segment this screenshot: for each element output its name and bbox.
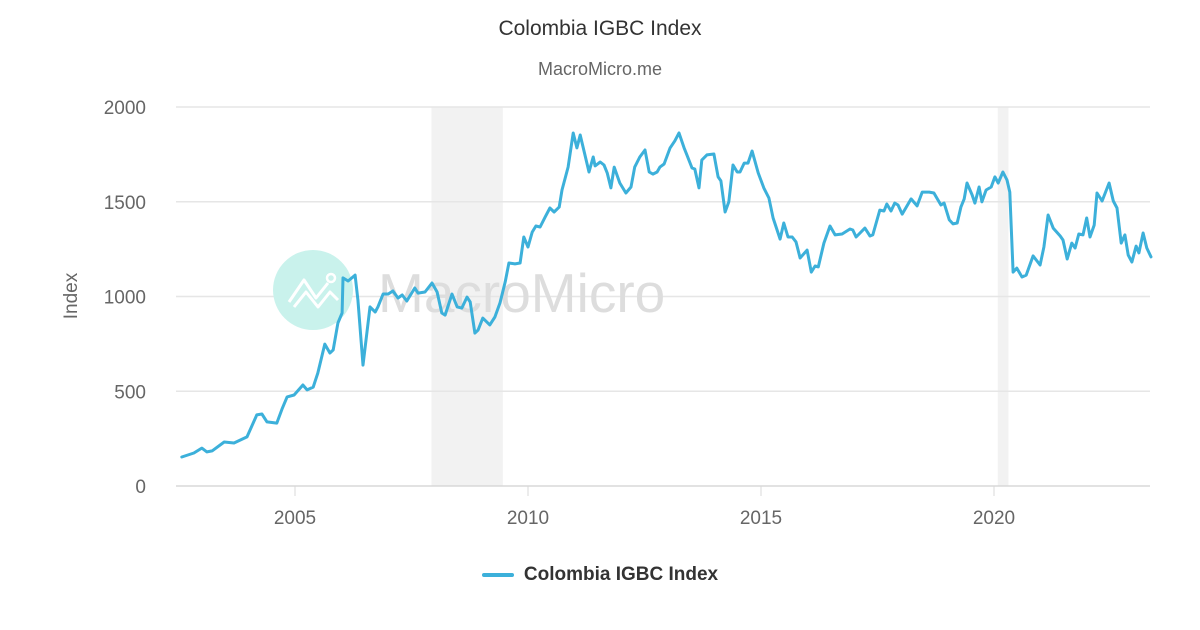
- legend-label: Colombia IGBC Index: [523, 564, 719, 585]
- y-tick-label: 0: [135, 477, 146, 498]
- x-axis-ticks: 2005 2010 2015 2020: [274, 486, 1015, 529]
- y-tick-label: 2000: [104, 98, 146, 119]
- legend-item-colombia-igbc[interactable]: Colombia IGBC Index: [481, 564, 719, 586]
- series-line-colombia-igbc[interactable]: [180, 131, 1153, 459]
- watermark-logo-icon: [273, 250, 353, 330]
- legend: Colombia IGBC Index: [0, 564, 1200, 586]
- chart-subtitle: MacroMicro.me: [537, 59, 662, 79]
- legend-line-icon: [481, 573, 514, 577]
- x-tick-label: 2020: [973, 508, 1015, 529]
- y-tick-label: 1000: [104, 288, 146, 309]
- watermark-logo-line-icon: [287, 278, 330, 303]
- watermark-logo-dot-icon: [325, 272, 337, 284]
- chart-title: Colombia IGBC Index: [498, 17, 702, 40]
- y-axis-ticks: 0 500 1000 1500 2000: [104, 98, 146, 498]
- y-tick-label: 1500: [104, 193, 146, 214]
- y-axis-label: Index: [61, 272, 82, 319]
- watermark-logo-line2-icon: [292, 290, 340, 309]
- x-tick-label: 2010: [507, 508, 549, 529]
- watermark: MacroMicro: [273, 250, 665, 330]
- y-tick-label: 500: [114, 382, 146, 403]
- x-tick-label: 2005: [274, 508, 316, 529]
- x-tick-label: 2015: [740, 508, 782, 529]
